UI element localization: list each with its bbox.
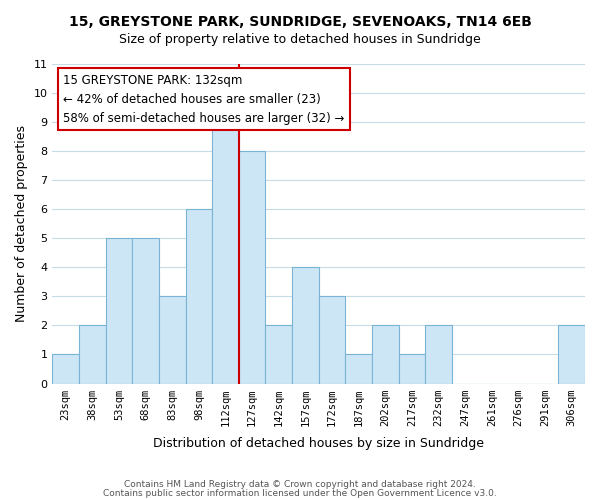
Bar <box>52 354 79 384</box>
Bar <box>398 354 425 384</box>
Text: Contains public sector information licensed under the Open Government Licence v3: Contains public sector information licen… <box>103 488 497 498</box>
Text: 15 GREYSTONE PARK: 132sqm
← 42% of detached houses are smaller (23)
58% of semi-: 15 GREYSTONE PARK: 132sqm ← 42% of detac… <box>63 74 344 124</box>
Bar <box>346 354 372 384</box>
Bar <box>292 268 319 384</box>
Bar <box>319 296 346 384</box>
Bar <box>106 238 133 384</box>
Bar <box>239 151 265 384</box>
Bar <box>185 209 212 384</box>
Bar <box>212 122 239 384</box>
Text: Contains HM Land Registry data © Crown copyright and database right 2024.: Contains HM Land Registry data © Crown c… <box>124 480 476 489</box>
Bar <box>559 326 585 384</box>
Bar <box>425 326 452 384</box>
Bar <box>133 238 159 384</box>
X-axis label: Distribution of detached houses by size in Sundridge: Distribution of detached houses by size … <box>153 437 484 450</box>
Y-axis label: Number of detached properties: Number of detached properties <box>15 126 28 322</box>
Bar <box>159 296 185 384</box>
Bar <box>79 326 106 384</box>
Bar <box>265 326 292 384</box>
Text: 15, GREYSTONE PARK, SUNDRIDGE, SEVENOAKS, TN14 6EB: 15, GREYSTONE PARK, SUNDRIDGE, SEVENOAKS… <box>68 15 532 29</box>
Text: Size of property relative to detached houses in Sundridge: Size of property relative to detached ho… <box>119 32 481 46</box>
Bar <box>372 326 398 384</box>
